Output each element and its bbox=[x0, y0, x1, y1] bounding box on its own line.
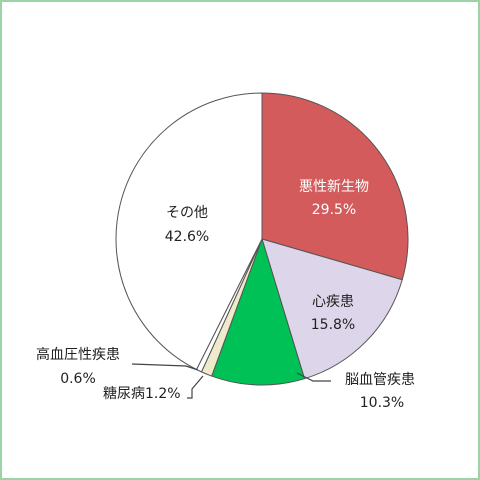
label-malignant-neoplasm: 悪性新生物 bbox=[299, 179, 369, 195]
label-heart-disease: 心疾患 bbox=[312, 294, 354, 310]
slice-cerebrovascular bbox=[211, 237, 306, 386]
label-cerebrovascular: 脳血管疾患 bbox=[345, 372, 415, 388]
label-hypertensive: 高血圧性疾患 bbox=[36, 346, 120, 363]
slice-heart-disease bbox=[261, 238, 403, 380]
slice-other bbox=[115, 92, 263, 371]
label-diabetes-name: 糖尿病 bbox=[103, 386, 145, 402]
label-diabetes: 糖尿病1.2% bbox=[103, 386, 181, 402]
value-cerebrovascular: 10.3% bbox=[360, 395, 404, 411]
leader-diabetes bbox=[187, 375, 204, 399]
leader-hypertensive bbox=[131, 363, 199, 371]
value-malignant-neoplasm: 29.5% bbox=[312, 202, 356, 218]
value-hypertensive: 0.6% bbox=[60, 371, 96, 387]
value-diabetes: 1.2% bbox=[145, 386, 181, 402]
value-heart-disease: 15.8% bbox=[311, 317, 355, 333]
slice-malignant-neoplasm bbox=[261, 92, 409, 281]
label-other: その他 bbox=[166, 205, 208, 221]
value-other: 42.6% bbox=[165, 229, 209, 245]
leader-cerebrovascular bbox=[296, 372, 331, 382]
